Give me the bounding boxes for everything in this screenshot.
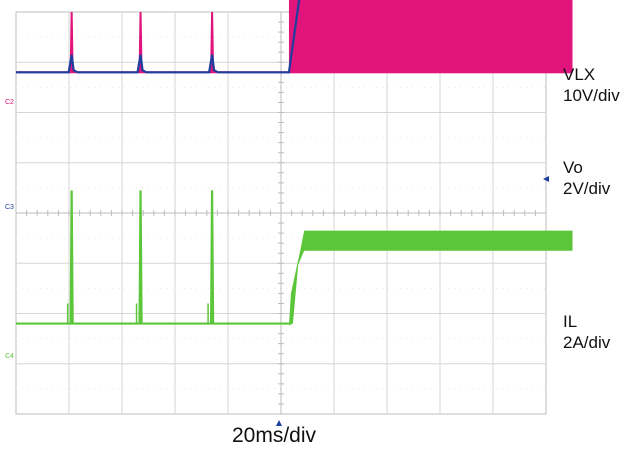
trigger-marker-icon bbox=[276, 420, 282, 426]
il-scale: 2A/div bbox=[563, 333, 611, 352]
vlx-switching-band bbox=[288, 0, 573, 74]
channel-tag-c4: C4 bbox=[5, 353, 14, 360]
x-axis-label: 20ms/div bbox=[232, 424, 317, 447]
il-label: IL 2A/div bbox=[563, 311, 610, 353]
trace-il bbox=[16, 190, 573, 326]
vlx-label: VLX 10V/div bbox=[563, 64, 620, 106]
il-idle-trace bbox=[16, 190, 289, 325]
center-axis-ticks bbox=[15, 11, 547, 415]
vo-trace-line bbox=[16, 0, 301, 74]
vlx-scale: 10V/div bbox=[563, 86, 620, 105]
trace-vo bbox=[16, 0, 301, 74]
vo-label: Vo 2V/div bbox=[563, 157, 610, 199]
vlx-idle-trace bbox=[16, 11, 289, 74]
traces bbox=[16, 0, 573, 326]
il-name: IL bbox=[563, 312, 578, 331]
vo-scale: 2V/div bbox=[563, 179, 611, 198]
channel-tag-c3: C3 bbox=[5, 204, 14, 211]
vlx-name: VLX bbox=[563, 65, 596, 84]
trace-vlx bbox=[16, 0, 573, 74]
channel-tag-c2: C2 bbox=[5, 99, 14, 106]
il-ripple-band bbox=[288, 230, 573, 326]
vo-name: Vo bbox=[563, 158, 583, 177]
trigger-level-marker-icon bbox=[543, 176, 549, 182]
